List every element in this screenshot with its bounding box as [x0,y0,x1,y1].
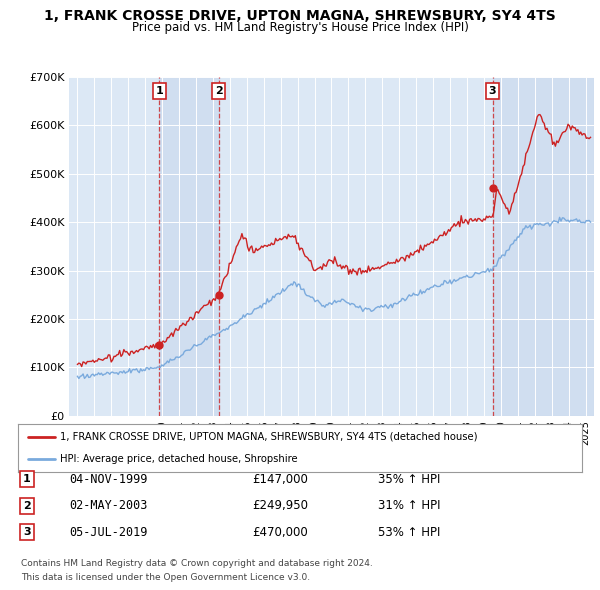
Text: £147,000: £147,000 [252,473,308,486]
Text: Contains HM Land Registry data © Crown copyright and database right 2024.: Contains HM Land Registry data © Crown c… [21,559,373,568]
Text: £470,000: £470,000 [252,526,308,539]
Bar [160,77,218,416]
Text: 04-NOV-1999: 04-NOV-1999 [69,473,148,486]
Text: 1: 1 [155,86,163,96]
Text: 2: 2 [23,501,31,510]
Text: £249,950: £249,950 [252,499,308,512]
Text: 1, FRANK CROSSE DRIVE, UPTON MAGNA, SHREWSBURY, SY4 4TS: 1, FRANK CROSSE DRIVE, UPTON MAGNA, SHRE… [44,9,556,23]
Text: 1: 1 [23,474,31,484]
Text: 05-JUL-2019: 05-JUL-2019 [69,526,148,539]
Text: 31% ↑ HPI: 31% ↑ HPI [378,499,440,512]
Text: 02-MAY-2003: 02-MAY-2003 [69,499,148,512]
Text: HPI: Average price, detached house, Shropshire: HPI: Average price, detached house, Shro… [60,454,298,464]
Text: 1, FRANK CROSSE DRIVE, UPTON MAGNA, SHREWSBURY, SY4 4TS (detached house): 1, FRANK CROSSE DRIVE, UPTON MAGNA, SHRE… [60,432,478,442]
Text: This data is licensed under the Open Government Licence v3.0.: This data is licensed under the Open Gov… [21,573,310,582]
Text: 53% ↑ HPI: 53% ↑ HPI [378,526,440,539]
Text: 3: 3 [489,86,496,96]
Text: 3: 3 [23,527,31,537]
Text: 35% ↑ HPI: 35% ↑ HPI [378,473,440,486]
Text: 2: 2 [215,86,223,96]
Bar [493,77,594,416]
Text: Price paid vs. HM Land Registry's House Price Index (HPI): Price paid vs. HM Land Registry's House … [131,21,469,34]
